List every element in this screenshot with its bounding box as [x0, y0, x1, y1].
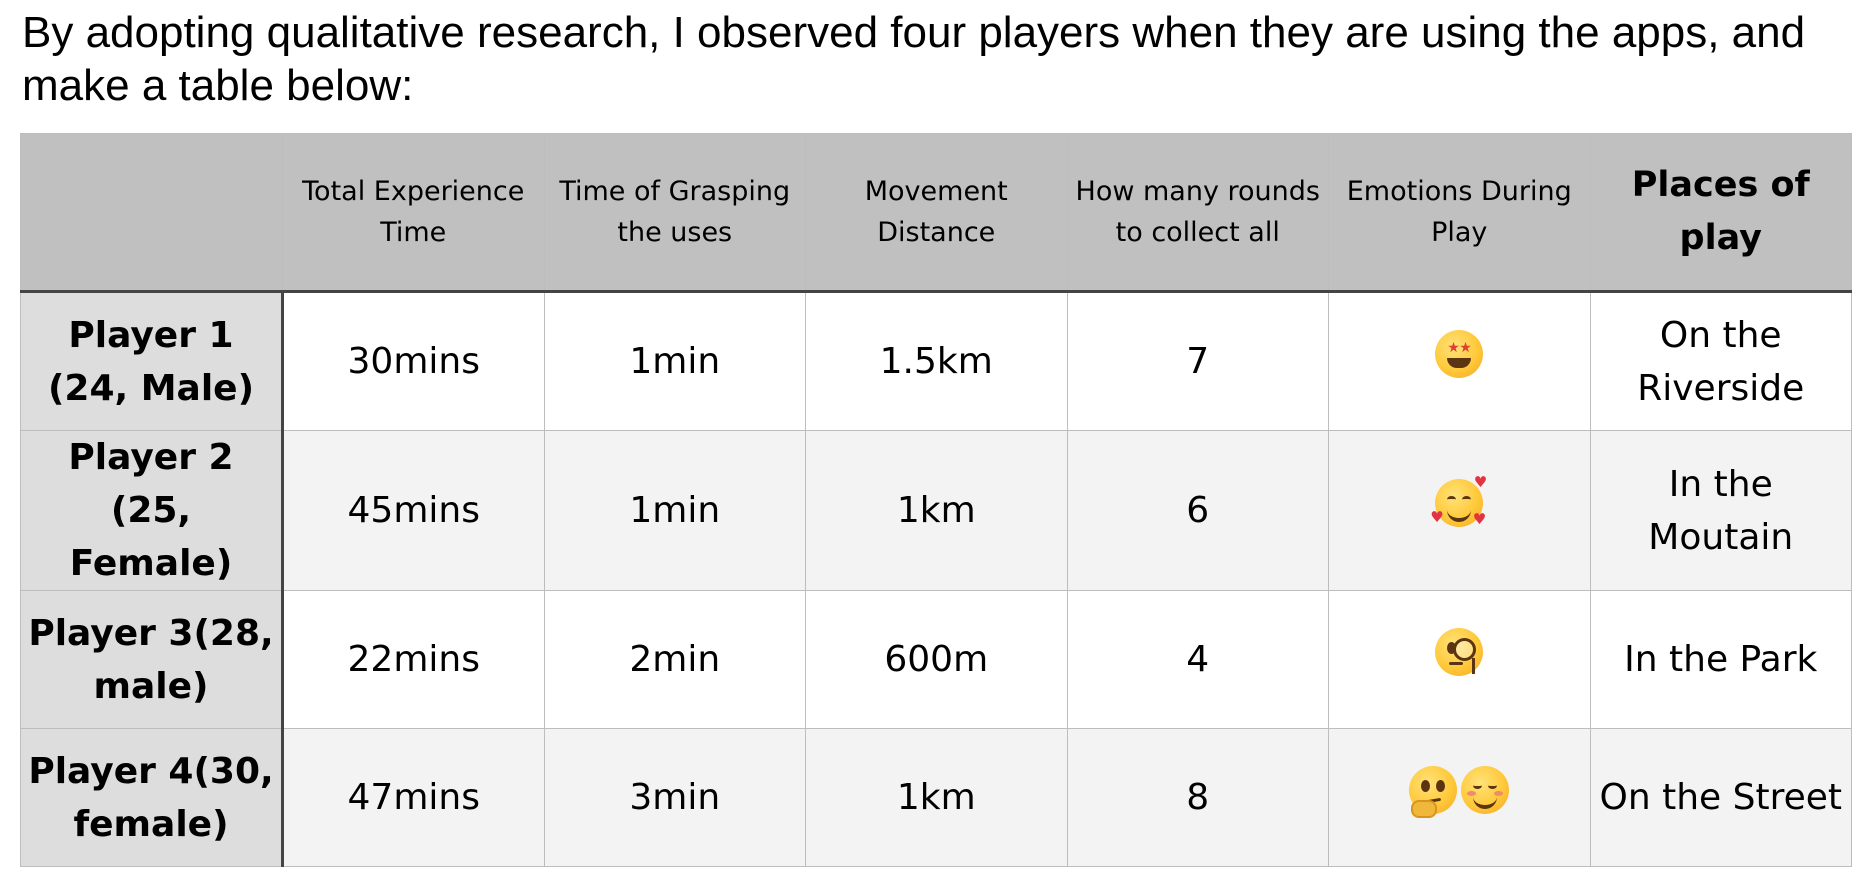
header-rounds-to-collect: How many rounds to collect all: [1066, 133, 1329, 293]
face-with-monocle-emoji-icon: [1435, 628, 1484, 676]
header-places-of-play: Places of play: [1589, 133, 1852, 293]
place-cell: On the Street: [1589, 728, 1852, 867]
player-label-cell: Player 3(28, male): [20, 590, 284, 729]
total-time-cell: 30mins: [282, 291, 545, 431]
header-movement-distance: Movement Distance: [805, 133, 1068, 293]
grasp-time-cell: 1min: [543, 430, 806, 591]
total-time-cell: 47mins: [282, 728, 545, 867]
header-emotions-during-play: Emotions During Play: [1328, 133, 1591, 293]
total-time-cell: 22mins: [282, 590, 545, 729]
table-header-row: Total Experience Time Time of Grasping t…: [20, 133, 1852, 293]
distance-cell: 1km: [805, 728, 1068, 867]
star-struck-emoji-icon: [1435, 330, 1484, 378]
table-row: Player 3(28, male) 22mins 2min 600m 4 In…: [20, 590, 1852, 729]
grasp-time-cell: 1min: [543, 291, 806, 431]
place-cell: In the Moutain: [1589, 430, 1852, 591]
emotions-cell: [1328, 291, 1591, 431]
relieved-face-emoji-icon: [1461, 766, 1510, 814]
place-cell: In the Park: [1589, 590, 1852, 729]
distance-cell: 1.5km: [805, 291, 1068, 431]
player-label-cell: Player 1 (24, Male): [20, 291, 284, 431]
header-total-experience-time: Total Experience Time: [282, 133, 545, 293]
header-corner-cell: [20, 133, 283, 293]
distance-cell: 600m: [805, 590, 1068, 729]
table-row: Player 1 (24, Male) 30mins 1min 1.5km 7 …: [20, 291, 1852, 431]
rounds-cell: 8: [1066, 728, 1329, 867]
total-time-cell: 45mins: [282, 430, 545, 591]
table-row: Player 4(30, female) 47mins 3min 1km 8 O…: [20, 728, 1852, 867]
intro-paragraph: By adopting qualitative research, I obse…: [22, 8, 1806, 110]
place-cell: On the Riverside: [1589, 291, 1852, 431]
rounds-cell: 7: [1066, 291, 1329, 431]
emotions-cell: [1328, 728, 1591, 867]
emotions-cell: [1328, 590, 1591, 729]
header-time-of-grasping: Time of Grasping the uses: [543, 133, 806, 293]
thinking-face-emoji-icon: [1409, 766, 1458, 818]
player-label-cell: Player 2 (25, Female): [20, 430, 284, 591]
grasp-time-cell: 3min: [543, 728, 806, 867]
player-observation-table: Total Experience Time Time of Grasping t…: [20, 133, 1852, 867]
rounds-cell: 6: [1066, 430, 1329, 591]
table-row: Player 2 (25, Female) 45mins 1min 1km 6 …: [20, 430, 1852, 591]
smiling-face-with-hearts-emoji-icon: ♥ ♥ ♥: [1430, 473, 1488, 528]
player-label-cell: Player 4(30, female): [20, 728, 284, 867]
rounds-cell: 4: [1066, 590, 1329, 729]
distance-cell: 1km: [805, 430, 1068, 591]
emotions-cell: ♥ ♥ ♥: [1328, 430, 1591, 591]
grasp-time-cell: 2min: [543, 590, 806, 729]
